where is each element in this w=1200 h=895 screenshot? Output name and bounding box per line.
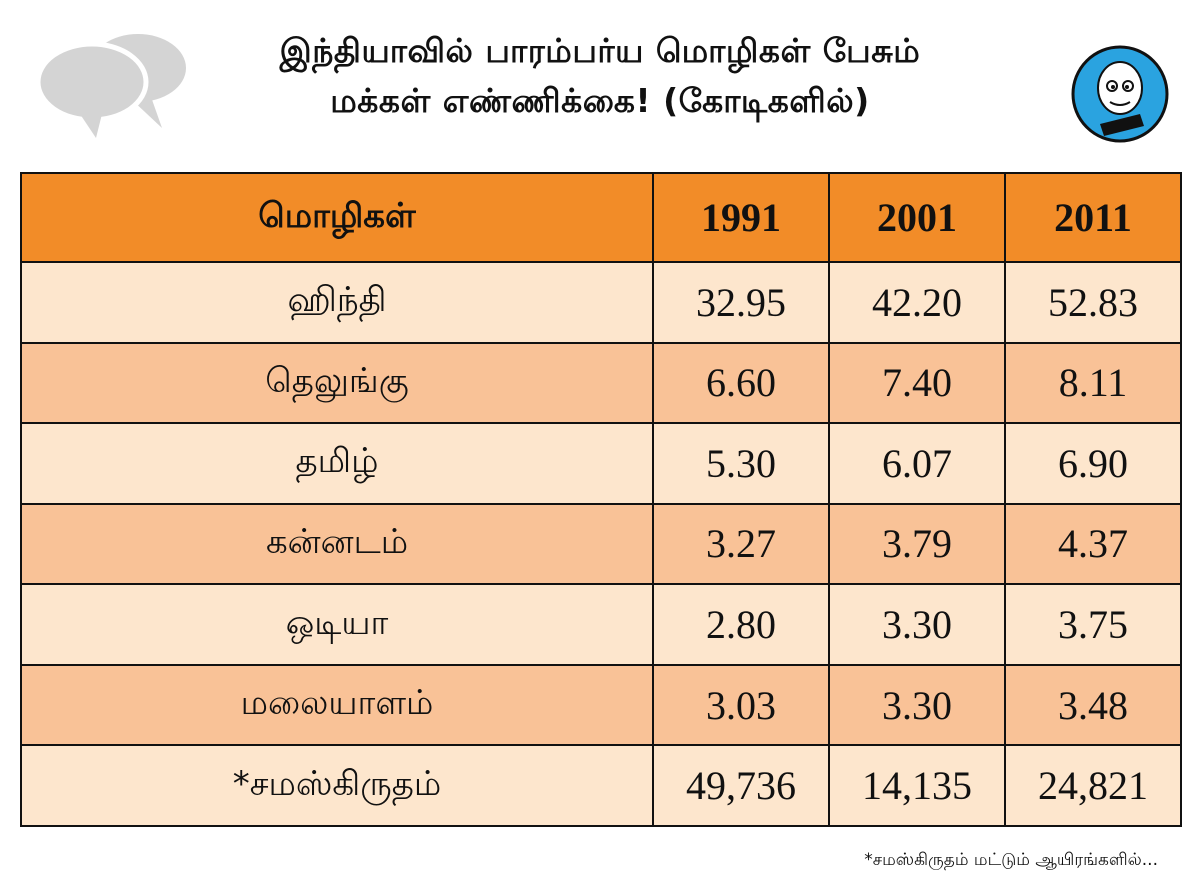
page-title: இந்தியாவில் பாரம்பர்ய மொழிகள் பேசும் மக்… [180, 26, 1020, 126]
value-2011: 3.75 [1004, 583, 1182, 666]
table-row: மலையாளம் 3.03 3.30 3.48 [20, 663, 1182, 747]
value-2011: 8.11 [1004, 341, 1182, 425]
value-2011: 24,821 [1004, 744, 1182, 827]
value-2001: 3.30 [828, 583, 1006, 666]
value-1991: 3.27 [652, 502, 830, 586]
value-1991: 3.03 [652, 663, 830, 747]
language-name: ஹிந்தி [20, 261, 654, 344]
table-row: கன்னடம் 3.27 3.79 4.37 [20, 502, 1182, 586]
table-header-row: மொழிகள் 1991 2001 2011 [20, 172, 1182, 263]
value-1991: 2.80 [652, 583, 830, 666]
value-2001: 14,135 [828, 744, 1006, 827]
table-row: *சமஸ்கிருதம் 49,736 14,135 24,821 [20, 744, 1182, 827]
table-row: தமிழ் 5.30 6.07 6.90 [20, 422, 1182, 505]
value-2001: 3.30 [828, 663, 1006, 747]
value-1991: 49,736 [652, 744, 830, 827]
speech-bubbles-icon [35, 34, 186, 138]
header-2011: 2011 [1004, 172, 1182, 263]
header-languages: மொழிகள் [20, 172, 654, 263]
value-2011: 52.83 [1004, 261, 1182, 344]
language-name: கன்னடம் [20, 502, 654, 586]
title-line-1: இந்தியாவில் பாரம்பர்ய மொழிகள் பேசும் [279, 31, 921, 70]
value-2011: 3.48 [1004, 663, 1182, 747]
header-1991: 1991 [652, 172, 830, 263]
value-2001: 42.20 [828, 261, 1006, 344]
value-2001: 7.40 [828, 341, 1006, 425]
value-1991: 32.95 [652, 261, 830, 344]
value-1991: 5.30 [652, 422, 830, 505]
value-2011: 6.90 [1004, 422, 1182, 505]
language-name: ஒடியா [20, 583, 654, 666]
header: இந்தியாவில் பாரம்பர்ய மொழிகள் பேசும் மக்… [0, 0, 1200, 160]
value-2011: 4.37 [1004, 502, 1182, 586]
mascot-logo [1071, 45, 1169, 143]
value-2001: 6.07 [828, 422, 1006, 505]
language-name: மலையாளம் [20, 663, 654, 747]
table-row: தெலுங்கு 6.60 7.40 8.11 [20, 341, 1182, 425]
value-1991: 6.60 [652, 341, 830, 425]
language-name: *சமஸ்கிருதம் [20, 744, 654, 827]
table-row: ஹிந்தி 32.95 42.20 52.83 [20, 261, 1182, 344]
table-row: ஒடியா 2.80 3.30 3.75 [20, 583, 1182, 666]
value-2001: 3.79 [828, 502, 1006, 586]
language-name: தெலுங்கு [20, 341, 654, 425]
language-table: மொழிகள் 1991 2001 2011 ஹிந்தி 32.95 42.2… [20, 172, 1182, 827]
language-name: தமிழ் [20, 422, 654, 505]
footnote: *சமஸ்கிருதம் மட்டும் ஆயிரங்களில்... [864, 850, 1158, 870]
title-line-2: மக்கள் எண்ணிக்கை! (கோடிகளில்) [330, 81, 870, 120]
header-2001: 2001 [828, 172, 1006, 263]
